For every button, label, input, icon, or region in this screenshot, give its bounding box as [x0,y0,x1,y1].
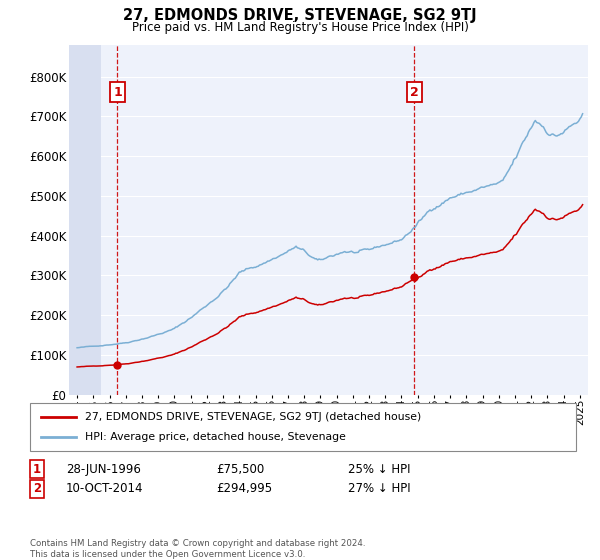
Text: 1: 1 [113,86,122,99]
Bar [69,45,101,395]
Text: Contains HM Land Registry data © Crown copyright and database right 2024.
This d: Contains HM Land Registry data © Crown c… [30,539,365,559]
Text: 2: 2 [33,482,41,496]
Text: 27% ↓ HPI: 27% ↓ HPI [348,482,410,496]
Text: 25% ↓ HPI: 25% ↓ HPI [348,463,410,476]
Text: £75,500: £75,500 [216,463,264,476]
Text: HPI: Average price, detached house, Stevenage: HPI: Average price, detached house, Stev… [85,432,346,442]
Text: Price paid vs. HM Land Registry's House Price Index (HPI): Price paid vs. HM Land Registry's House … [131,21,469,34]
Text: 27, EDMONDS DRIVE, STEVENAGE, SG2 9TJ: 27, EDMONDS DRIVE, STEVENAGE, SG2 9TJ [123,8,477,24]
FancyBboxPatch shape [30,403,576,451]
Text: 10-OCT-2014: 10-OCT-2014 [66,482,143,496]
Text: 1: 1 [33,463,41,476]
Text: 2: 2 [410,86,419,99]
Text: 27, EDMONDS DRIVE, STEVENAGE, SG2 9TJ (detached house): 27, EDMONDS DRIVE, STEVENAGE, SG2 9TJ (d… [85,412,421,422]
Text: 28-JUN-1996: 28-JUN-1996 [66,463,141,476]
Text: £294,995: £294,995 [216,482,272,496]
